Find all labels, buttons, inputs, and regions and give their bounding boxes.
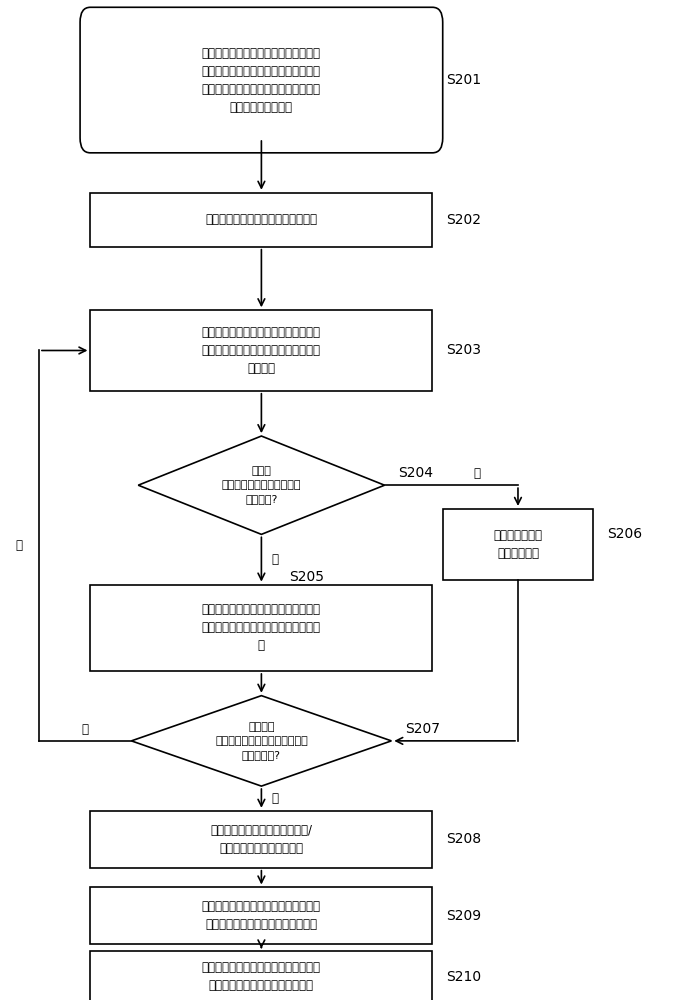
Text: 出价大
于等于所述预设训练数据中
的成交价?: 出价大 于等于所述预设训练数据中 的成交价?	[222, 466, 301, 504]
Text: 确定预算比例，所述预算比例为针对所
述业务类型的历史竞价获胜流量与所有
历史流量的比值，所述预算比例与总预
算的乘积为出价预算: 确定预算比例，所述预算比例为针对所 述业务类型的历史竞价获胜流量与所有 历史流量…	[202, 47, 321, 114]
Bar	[90, 193, 432, 247]
Bar	[90, 310, 432, 391]
Text: S202: S202	[446, 213, 481, 227]
Text: 遍历完成
多组预设参数或所有出价总和达
到出价预算?: 遍历完成 多组预设参数或所有出价总和达 到出价预算?	[215, 722, 308, 760]
Text: S205: S205	[289, 570, 324, 584]
Text: S201: S201	[446, 73, 482, 87]
Polygon shape	[138, 436, 385, 534]
Text: S209: S209	[446, 909, 482, 923]
Bar	[90, 887, 432, 944]
Text: S210: S210	[446, 970, 482, 984]
Text: S203: S203	[446, 343, 481, 357]
Text: 将一组预设参数配置至所述出价模型: 将一组预设参数配置至所述出价模型	[205, 213, 317, 226]
Polygon shape	[131, 696, 392, 786]
Text: 否: 否	[82, 723, 89, 736]
Bar	[90, 585, 432, 671]
Text: 是: 是	[271, 553, 279, 566]
Text: 保留所述出价操作的日志数据，作为获
胜数据，每一获胜数据对应一个预设参
数: 保留所述出价操作的日志数据，作为获 胜数据，每一获胜数据对应一个预设参 数	[202, 603, 321, 652]
FancyBboxPatch shape	[80, 7, 442, 153]
Text: 丢弃所述出价操
作的日志数据: 丢弃所述出价操 作的日志数据	[493, 529, 543, 560]
Text: 确定所述关键绩效指标的最大值对应的
所述预设参数，以作为所述最优参数: 确定所述关键绩效指标的最大值对应的 所述预设参数，以作为所述最优参数	[202, 900, 321, 931]
Text: 否: 否	[15, 539, 22, 552]
Text: 基于所述获胜数据中的点击量和/
或转化量计算关键绩效指标: 基于所述获胜数据中的点击量和/ 或转化量计算关键绩效指标	[210, 824, 313, 855]
Bar	[90, 811, 432, 868]
Text: 利用配置所述最优参数的所述出价模型
对竞价请求的至少一部分进行出价: 利用配置所述最优参数的所述出价模型 对竞价请求的至少一部分进行出价	[202, 961, 321, 992]
Text: S208: S208	[446, 832, 482, 846]
Text: S207: S207	[405, 722, 440, 736]
Text: 否: 否	[473, 467, 480, 480]
Bar	[442, 509, 594, 580]
Text: 采用配置有所述预设参数的出价模型以
及所述预设训练数据进行出价操作，以
得到出价: 采用配置有所述预设参数的出价模型以 及所述预设训练数据进行出价操作，以 得到出价	[202, 326, 321, 375]
Text: S206: S206	[607, 527, 642, 541]
Text: S204: S204	[398, 466, 433, 480]
Bar	[90, 951, 432, 1000]
Text: 是: 是	[271, 792, 279, 805]
